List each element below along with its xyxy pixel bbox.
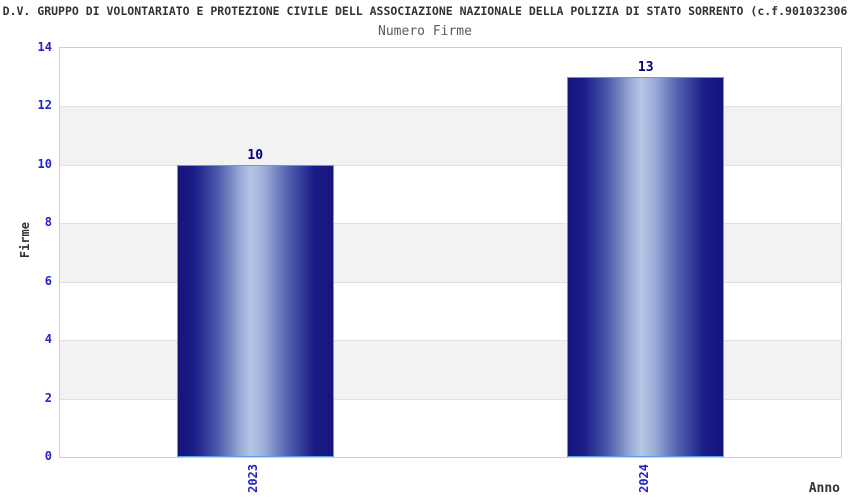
y-tick-label: 14 — [37, 40, 52, 54]
chart-title: D.V. GRUPPO DI VOLONTARIATO E PROTEZIONE… — [2, 4, 848, 18]
plot-area: 10 13 — [59, 47, 842, 458]
y-tick-label: 4 — [44, 332, 52, 347]
bar-value-label: 13 — [637, 60, 654, 75]
chart-subtitle: Numero Firme — [378, 24, 472, 39]
y-tick-label: 6 — [44, 273, 52, 288]
bar-2024 — [567, 77, 725, 457]
bar-2023 — [176, 165, 334, 457]
x-tick-label: 2024 — [636, 464, 651, 493]
y-tick-label: 2 — [44, 390, 52, 405]
y-tick-label: 10 — [37, 156, 52, 171]
x-axis-title: Anno — [808, 481, 840, 496]
y-tick-label: 8 — [44, 215, 52, 230]
y-tick-label: 12 — [37, 98, 52, 113]
y-axis-tick-labels: 0 2 4 6 8 10 12 14 — [0, 40, 52, 463]
y-tick-label: 0 — [44, 449, 52, 463]
y-axis-title: Firme — [18, 222, 32, 259]
bar-value-label: 10 — [247, 148, 264, 163]
x-tick-label: 2023 — [246, 464, 261, 493]
